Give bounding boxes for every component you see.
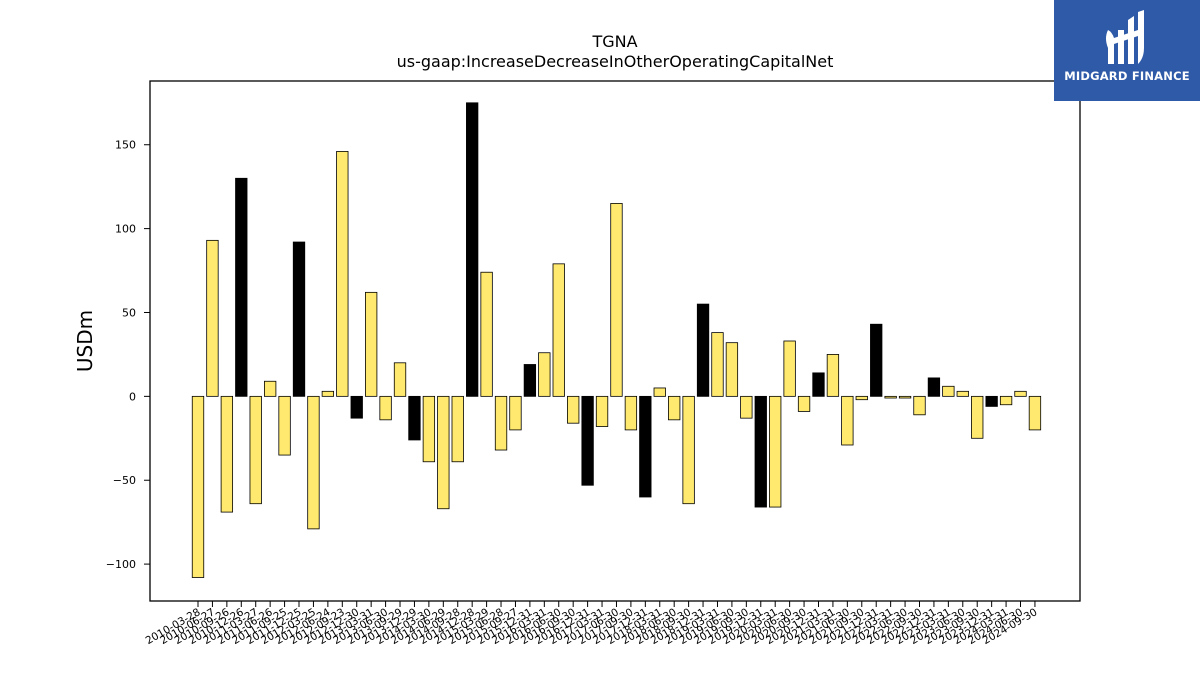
bar-2014-03-30 xyxy=(422,395,436,463)
bar-2022-09-30 xyxy=(913,395,926,416)
bar-2016-06-30 xyxy=(552,263,565,397)
bar-2012-09-23 xyxy=(336,151,349,397)
bar-2024-03-31 xyxy=(999,395,1013,406)
bar-2016-03-31 xyxy=(538,352,551,397)
y-tick-label: 50 xyxy=(122,306,136,319)
y-axis-label: USDm xyxy=(73,310,97,372)
bar-2010-12-26 xyxy=(235,177,248,397)
y-tick-label: 100 xyxy=(115,223,136,236)
bar-2020-09-30 xyxy=(797,395,811,412)
bar-2014-06-29 xyxy=(437,395,450,510)
bar-2010-03-28 xyxy=(191,395,205,578)
bars-layer xyxy=(191,102,1042,578)
bar-2013-12-29 xyxy=(408,395,421,441)
bar-2018-12-31 xyxy=(696,303,710,397)
bar-2010-09-26 xyxy=(220,395,234,513)
bar-2014-12-28 xyxy=(466,102,479,397)
bar-2022-03-31 xyxy=(884,395,897,399)
bar-2015-12-31 xyxy=(523,364,537,397)
x-axis: 2010-03-282010-06-272010-09-262010-12-26… xyxy=(144,601,1039,647)
bar-2017-03-31 xyxy=(595,395,609,427)
y-tick-label: −50 xyxy=(113,474,136,487)
bar-2012-12-30 xyxy=(350,395,363,419)
bar-2022-06-30 xyxy=(898,395,912,399)
y-axis: −100 −50 0 50 100 150 xyxy=(106,139,150,571)
brand-logo: MIDGARD FINANCE xyxy=(1054,0,1200,101)
chart-subtitle: us-gaap:IncreaseDecreaseInOtherOperating… xyxy=(396,52,834,71)
bar-2018-06-30 xyxy=(668,395,681,421)
bar-2019-06-30 xyxy=(725,342,739,397)
bar-2018-09-30 xyxy=(682,395,695,505)
bar-2011-06-26 xyxy=(263,380,277,397)
bar-2011-03-27 xyxy=(249,395,262,505)
bar-2021-06-30 xyxy=(841,395,854,446)
bar-2022-12-31 xyxy=(927,377,941,397)
bar-2017-06-30 xyxy=(610,203,623,397)
bar-2010-06-27 xyxy=(206,239,219,397)
bar-2024-06-30 xyxy=(1014,390,1027,397)
plot-frame xyxy=(149,80,1081,602)
bar-2013-03-31 xyxy=(365,291,378,397)
bar-2011-12-25 xyxy=(292,241,306,397)
bar-2013-09-29 xyxy=(393,362,407,397)
bar-2018-03-31 xyxy=(653,387,666,397)
bar-2013-06-30 xyxy=(379,395,392,421)
y-tick-label: −100 xyxy=(106,558,136,571)
logo-text: MIDGARD FINANCE xyxy=(1064,69,1190,83)
bar-2021-09-30 xyxy=(855,395,868,401)
bar-2012-06-24 xyxy=(321,390,335,397)
bar-2019-03-31 xyxy=(711,332,724,397)
bar-2017-12-31 xyxy=(639,395,652,498)
bar-2011-09-25 xyxy=(278,395,291,456)
bar-2016-12-31 xyxy=(581,395,594,486)
bar-2016-09-30 xyxy=(567,395,580,424)
bar-2020-12-31 xyxy=(812,372,825,397)
bar-2023-09-30 xyxy=(971,395,984,439)
bar-2015-09-27 xyxy=(509,395,522,431)
bar-2024-09-30 xyxy=(1028,395,1042,431)
bar-2020-03-31 xyxy=(769,395,782,508)
y-tick-label: 0 xyxy=(129,390,136,403)
bar-2019-12-31 xyxy=(754,395,767,508)
y-tick-label: 150 xyxy=(115,139,136,152)
bar-2023-06-30 xyxy=(956,390,969,397)
bar-2015-06-28 xyxy=(494,395,508,451)
bar-2017-09-30 xyxy=(624,395,638,431)
logo-mark-icon xyxy=(1106,10,1144,64)
bar-2021-12-31 xyxy=(870,323,883,397)
bar-2023-12-31 xyxy=(985,395,998,407)
bar-2015-03-29 xyxy=(480,271,493,397)
bar-2021-03-31 xyxy=(826,354,840,397)
chart-title: TGNA xyxy=(592,32,638,51)
bar-2019-09-30 xyxy=(740,395,753,419)
bar-2023-03-31 xyxy=(942,385,955,397)
bar-2014-09-28 xyxy=(451,395,464,463)
bar-2012-03-25 xyxy=(307,395,320,530)
bar-2020-06-30 xyxy=(783,340,796,397)
